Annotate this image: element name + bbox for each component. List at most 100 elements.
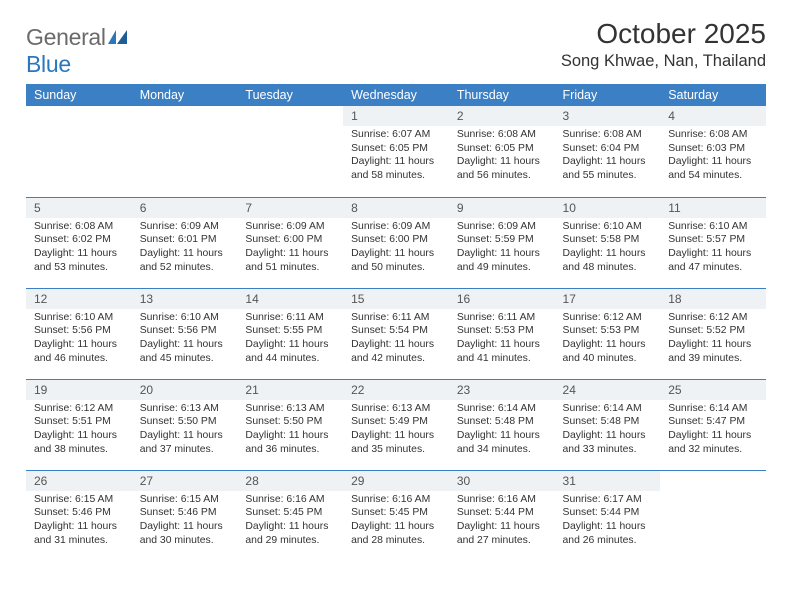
calendar-cell: 6Sunrise: 6:09 AMSunset: 6:01 PMDaylight… (132, 197, 238, 288)
daylight-line: Daylight: 11 hours and 30 minutes. (140, 520, 232, 547)
day-number: 29 (343, 471, 449, 491)
sunset-line: Sunset: 5:53 PM (457, 324, 549, 338)
sunrise-line: Sunrise: 6:09 AM (245, 220, 337, 234)
sunrise-line: Sunrise: 6:11 AM (351, 311, 443, 325)
calendar-cell: 9Sunrise: 6:09 AMSunset: 5:59 PMDaylight… (449, 197, 555, 288)
sunset-line: Sunset: 5:52 PM (668, 324, 760, 338)
day-number: 16 (449, 289, 555, 309)
day-details: Sunrise: 6:12 AMSunset: 5:51 PMDaylight:… (26, 400, 132, 461)
day-details: Sunrise: 6:11 AMSunset: 5:54 PMDaylight:… (343, 309, 449, 370)
daylight-line: Daylight: 11 hours and 45 minutes. (140, 338, 232, 365)
day-number: 27 (132, 471, 238, 491)
day-details: Sunrise: 6:08 AMSunset: 6:03 PMDaylight:… (660, 126, 766, 187)
daylight-line: Daylight: 11 hours and 44 minutes. (245, 338, 337, 365)
sunset-line: Sunset: 5:55 PM (245, 324, 337, 338)
calendar-cell: 2Sunrise: 6:08 AMSunset: 6:05 PMDaylight… (449, 106, 555, 197)
logo-word2: Blue (26, 51, 71, 77)
daylight-line: Daylight: 11 hours and 36 minutes. (245, 429, 337, 456)
logo-word1: General (26, 24, 106, 50)
day-details: Sunrise: 6:08 AMSunset: 6:02 PMDaylight:… (26, 218, 132, 279)
day-number: 20 (132, 380, 238, 400)
calendar-cell: 29Sunrise: 6:16 AMSunset: 5:45 PMDayligh… (343, 470, 449, 561)
day-number: 30 (449, 471, 555, 491)
sunset-line: Sunset: 5:44 PM (563, 506, 655, 520)
day-details: Sunrise: 6:07 AMSunset: 6:05 PMDaylight:… (343, 126, 449, 187)
day-details: Sunrise: 6:13 AMSunset: 5:50 PMDaylight:… (237, 400, 343, 461)
sunrise-line: Sunrise: 6:12 AM (34, 402, 126, 416)
daylight-line: Daylight: 11 hours and 47 minutes. (668, 247, 760, 274)
day-details: Sunrise: 6:11 AMSunset: 5:55 PMDaylight:… (237, 309, 343, 370)
day-details: Sunrise: 6:09 AMSunset: 6:00 PMDaylight:… (237, 218, 343, 279)
daylight-line: Daylight: 11 hours and 53 minutes. (34, 247, 126, 274)
location: Song Khwae, Nan, Thailand (561, 52, 766, 71)
sunrise-line: Sunrise: 6:07 AM (351, 128, 443, 142)
day-details: Sunrise: 6:12 AMSunset: 5:53 PMDaylight:… (555, 309, 661, 370)
day-number: 18 (660, 289, 766, 309)
day-number: 4 (660, 106, 766, 126)
daylight-line: Daylight: 11 hours and 55 minutes. (563, 155, 655, 182)
sunset-line: Sunset: 5:58 PM (563, 233, 655, 247)
day-number: 19 (26, 380, 132, 400)
day-details: Sunrise: 6:10 AMSunset: 5:56 PMDaylight:… (26, 309, 132, 370)
calendar-cell: 20Sunrise: 6:13 AMSunset: 5:50 PMDayligh… (132, 379, 238, 470)
calendar-cell: 26Sunrise: 6:15 AMSunset: 5:46 PMDayligh… (26, 470, 132, 561)
calendar-cell: 4Sunrise: 6:08 AMSunset: 6:03 PMDaylight… (660, 106, 766, 197)
day-details: Sunrise: 6:10 AMSunset: 5:58 PMDaylight:… (555, 218, 661, 279)
sunrise-line: Sunrise: 6:15 AM (34, 493, 126, 507)
calendar-cell: 23Sunrise: 6:14 AMSunset: 5:48 PMDayligh… (449, 379, 555, 470)
daylight-line: Daylight: 11 hours and 46 minutes. (34, 338, 126, 365)
daylight-line: Daylight: 11 hours and 29 minutes. (245, 520, 337, 547)
day-details: Sunrise: 6:14 AMSunset: 5:48 PMDaylight:… (449, 400, 555, 461)
sunrise-line: Sunrise: 6:14 AM (457, 402, 549, 416)
calendar-table: Sunday Monday Tuesday Wednesday Thursday… (26, 84, 766, 561)
sunrise-line: Sunrise: 6:17 AM (563, 493, 655, 507)
sunset-line: Sunset: 6:04 PM (563, 142, 655, 156)
day-details: Sunrise: 6:08 AMSunset: 6:05 PMDaylight:… (449, 126, 555, 187)
daylight-line: Daylight: 11 hours and 52 minutes. (140, 247, 232, 274)
sunrise-line: Sunrise: 6:08 AM (34, 220, 126, 234)
sunset-line: Sunset: 6:01 PM (140, 233, 232, 247)
calendar-row: 19Sunrise: 6:12 AMSunset: 5:51 PMDayligh… (26, 379, 766, 470)
day-number: 11 (660, 198, 766, 218)
calendar-cell: 8Sunrise: 6:09 AMSunset: 6:00 PMDaylight… (343, 197, 449, 288)
weekday-wednesday: Wednesday (343, 84, 449, 106)
sunset-line: Sunset: 5:48 PM (457, 415, 549, 429)
day-number: 21 (237, 380, 343, 400)
calendar-cell: 24Sunrise: 6:14 AMSunset: 5:48 PMDayligh… (555, 379, 661, 470)
sunset-line: Sunset: 5:56 PM (34, 324, 126, 338)
day-number: 8 (343, 198, 449, 218)
sunrise-line: Sunrise: 6:16 AM (245, 493, 337, 507)
sunset-line: Sunset: 5:57 PM (668, 233, 760, 247)
sunrise-line: Sunrise: 6:09 AM (351, 220, 443, 234)
sunrise-line: Sunrise: 6:14 AM (563, 402, 655, 416)
sunrise-line: Sunrise: 6:10 AM (34, 311, 126, 325)
day-number: 31 (555, 471, 661, 491)
sunset-line: Sunset: 5:51 PM (34, 415, 126, 429)
day-details: Sunrise: 6:16 AMSunset: 5:45 PMDaylight:… (343, 491, 449, 552)
day-details: Sunrise: 6:09 AMSunset: 5:59 PMDaylight:… (449, 218, 555, 279)
weekday-saturday: Saturday (660, 84, 766, 106)
daylight-line: Daylight: 11 hours and 31 minutes. (34, 520, 126, 547)
calendar-cell: 28Sunrise: 6:16 AMSunset: 5:45 PMDayligh… (237, 470, 343, 561)
header: General Blue October 2025 Song Khwae, Na… (26, 18, 766, 78)
daylight-line: Daylight: 11 hours and 40 minutes. (563, 338, 655, 365)
daylight-line: Daylight: 11 hours and 37 minutes. (140, 429, 232, 456)
day-number: 26 (26, 471, 132, 491)
day-details: Sunrise: 6:10 AMSunset: 5:57 PMDaylight:… (660, 218, 766, 279)
logo-text: General Blue (26, 24, 128, 78)
calendar-cell: 16Sunrise: 6:11 AMSunset: 5:53 PMDayligh… (449, 288, 555, 379)
sunset-line: Sunset: 6:00 PM (245, 233, 337, 247)
day-number: 13 (132, 289, 238, 309)
daylight-line: Daylight: 11 hours and 58 minutes. (351, 155, 443, 182)
day-details: Sunrise: 6:15 AMSunset: 5:46 PMDaylight:… (26, 491, 132, 552)
calendar-cell (660, 470, 766, 561)
weekday-sunday: Sunday (26, 84, 132, 106)
sunset-line: Sunset: 6:05 PM (457, 142, 549, 156)
calendar-cell: 17Sunrise: 6:12 AMSunset: 5:53 PMDayligh… (555, 288, 661, 379)
sunset-line: Sunset: 6:03 PM (668, 142, 760, 156)
sunrise-line: Sunrise: 6:08 AM (563, 128, 655, 142)
day-number: 14 (237, 289, 343, 309)
calendar-cell: 18Sunrise: 6:12 AMSunset: 5:52 PMDayligh… (660, 288, 766, 379)
sunrise-line: Sunrise: 6:08 AM (668, 128, 760, 142)
day-number: 3 (555, 106, 661, 126)
